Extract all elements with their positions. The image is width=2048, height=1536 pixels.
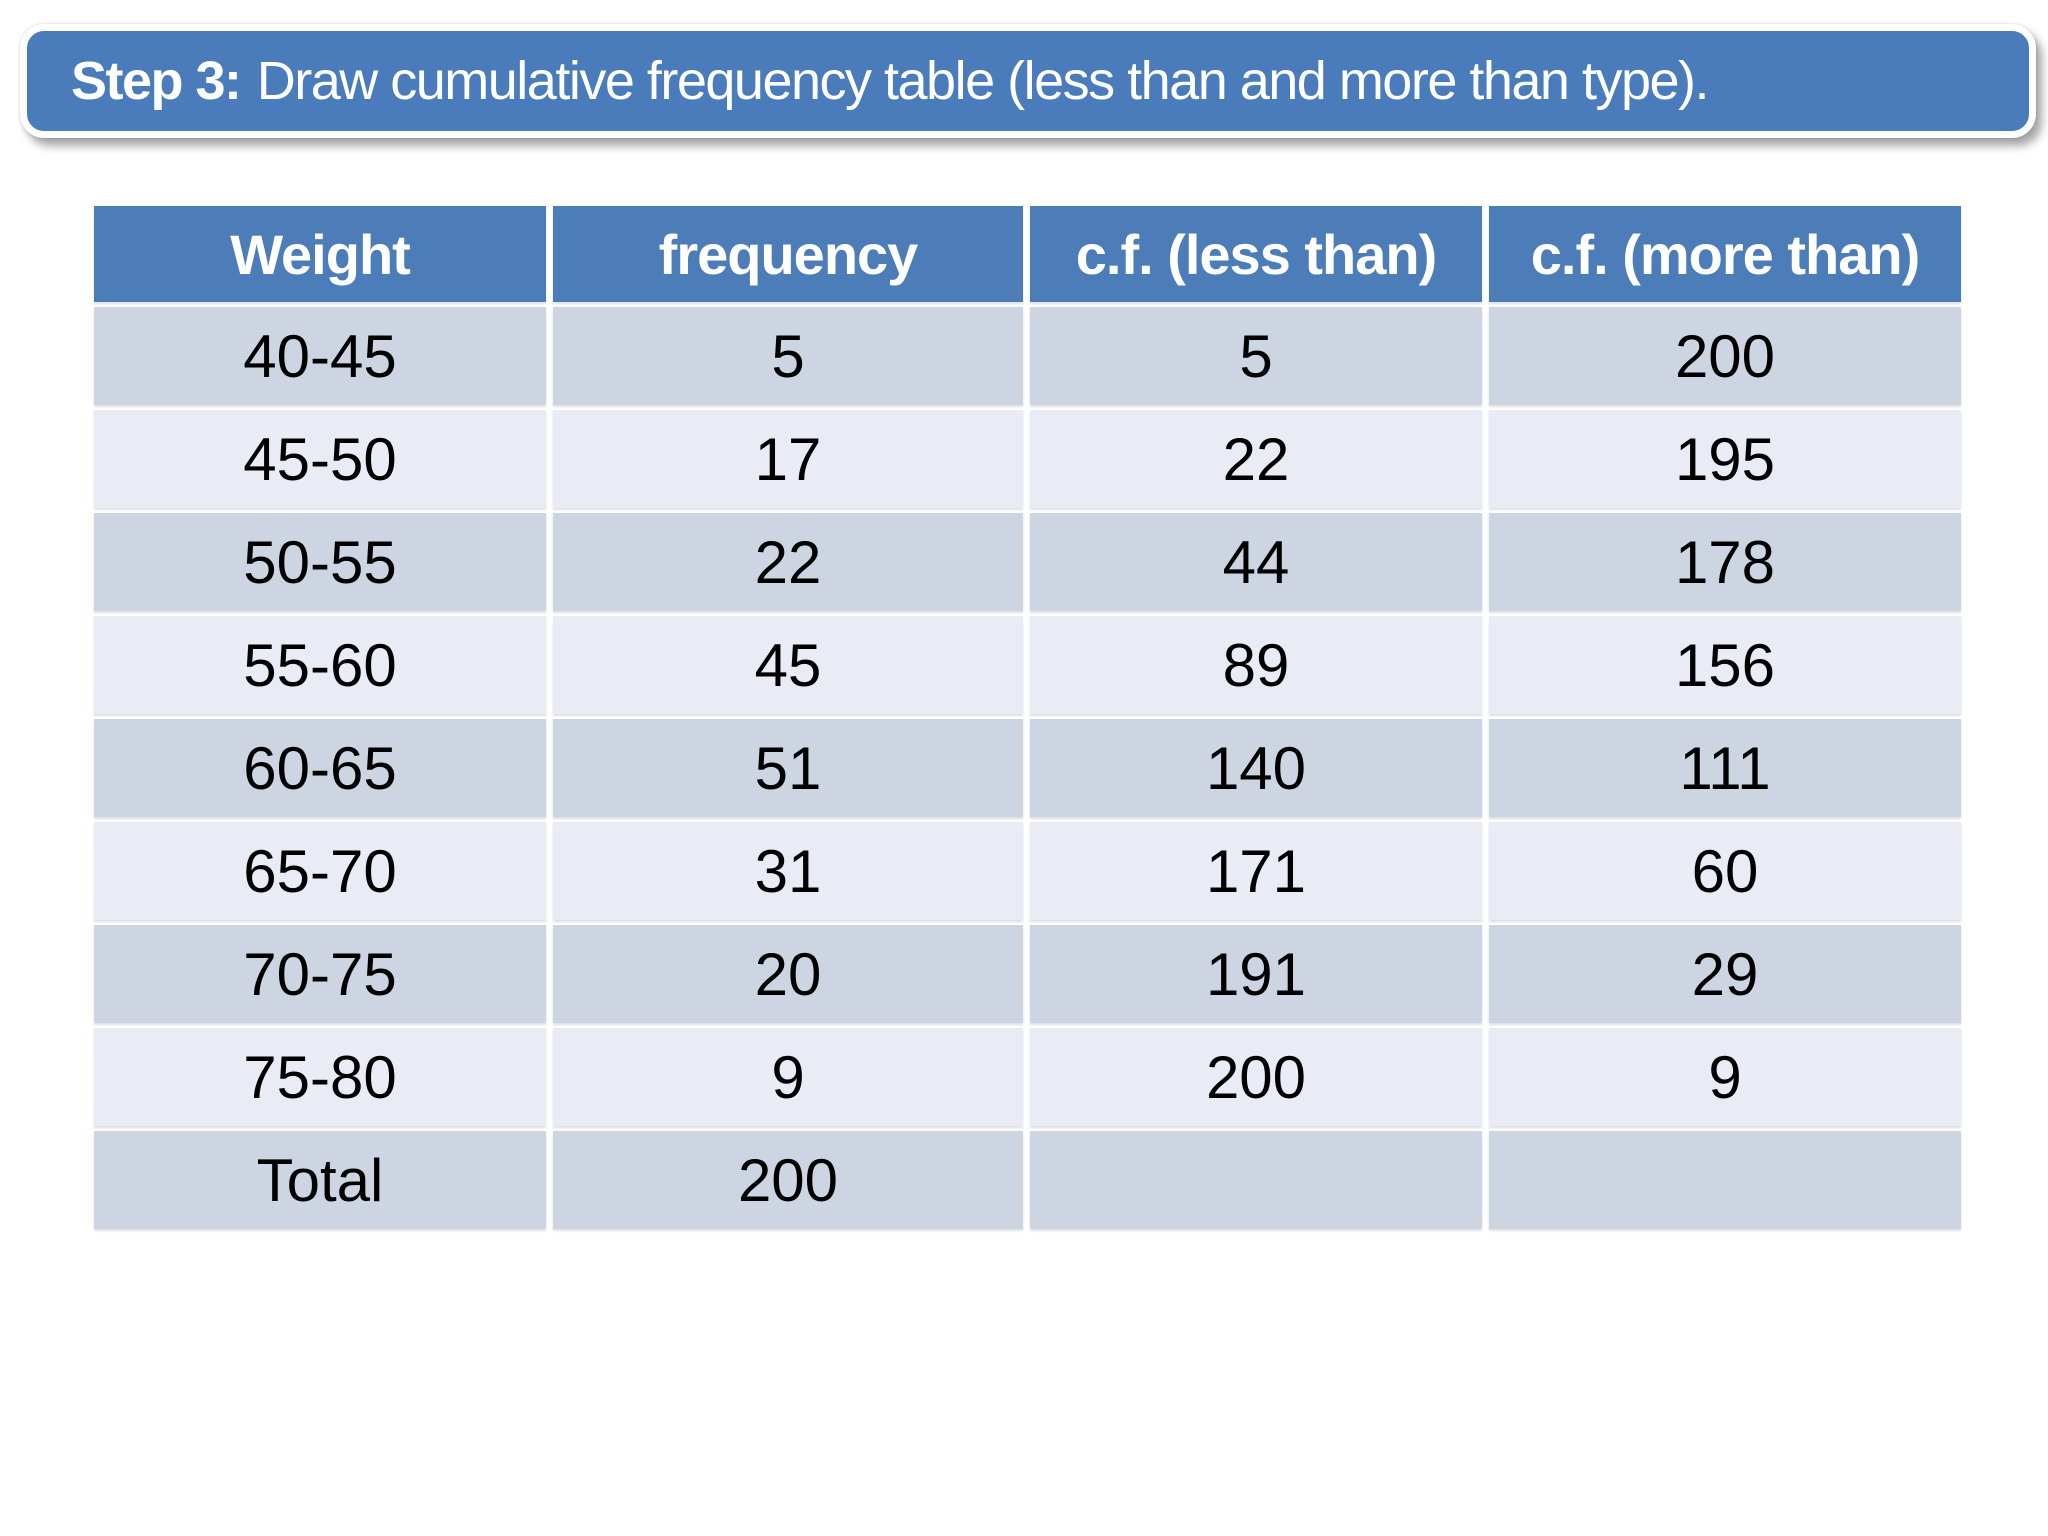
table-cell: 200: [1030, 1028, 1482, 1126]
header-cell: c.f. (more than): [1489, 206, 1961, 302]
table-cell: 171: [1030, 822, 1482, 920]
table-cell: 191: [1030, 925, 1482, 1023]
table-cell: 29: [1489, 925, 1961, 1023]
table-cell: 45-50: [94, 410, 546, 508]
table-cell: 60: [1489, 822, 1961, 920]
header-cell: c.f. (less than): [1030, 206, 1482, 302]
table-cell: 195: [1489, 410, 1961, 508]
table-cell: 17: [553, 410, 1023, 508]
table-cell: 89: [1030, 616, 1482, 714]
table-cell: 50-55: [94, 513, 546, 611]
step-label: Step 3:: [71, 51, 242, 111]
table-cell: 31: [553, 822, 1023, 920]
table-cell: 60-65: [94, 719, 546, 817]
table-cell: 22: [1030, 410, 1482, 508]
table-cell: 140: [1030, 719, 1482, 817]
table-cell: 22: [553, 513, 1023, 611]
table-cell: 45: [553, 616, 1023, 714]
table-cell: 156: [1489, 616, 1961, 714]
table-cell: [1489, 1131, 1961, 1229]
table-cell: 200: [1489, 307, 1961, 405]
table-cell: 9: [553, 1028, 1023, 1126]
table-cell: 40-45: [94, 307, 546, 405]
header-cell: Weight: [94, 206, 546, 302]
table-cell: 9: [1489, 1028, 1961, 1126]
table-cell: 51: [553, 719, 1023, 817]
cumulative-frequency-table: Weight frequency c.f. (less than) c.f. (mor…: [94, 206, 1961, 1229]
table-cell: 65-70: [94, 822, 546, 920]
table-cell: 5: [553, 307, 1023, 405]
table-cell: 111: [1489, 719, 1961, 817]
table-cell: 200: [553, 1131, 1023, 1229]
table-cell: [1030, 1131, 1482, 1229]
table-cell: 70-75: [94, 925, 546, 1023]
header-cell: frequency: [553, 206, 1023, 302]
table-cell: 55-60: [94, 616, 546, 714]
step-title-banner: Step 3: Draw cumulative frequency table …: [20, 24, 2036, 138]
table-cell: Total: [94, 1131, 546, 1229]
table-cell: 44: [1030, 513, 1482, 611]
table-cell: 178: [1489, 513, 1961, 611]
table-cell: 75-80: [94, 1028, 546, 1126]
table-cell: 5: [1030, 307, 1482, 405]
table-cell: 20: [553, 925, 1023, 1023]
step-title-text: Draw cumulative frequency table (less th…: [256, 51, 1710, 111]
